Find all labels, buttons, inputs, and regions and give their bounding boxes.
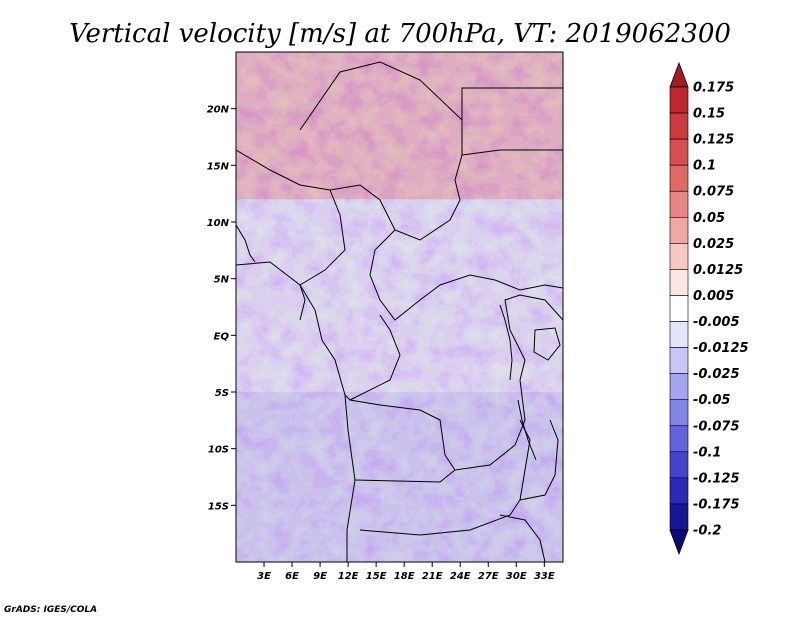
y-tick-label: EQ: [214, 331, 230, 342]
lake-outline: [517, 399, 537, 461]
border-line: [236, 149, 463, 241]
y-tick-label: 10N: [207, 218, 230, 229]
colorbar-label: 0.05: [693, 211, 725, 226]
x-tick-label: 12E: [338, 571, 359, 582]
x-tick-label: 3E: [257, 571, 271, 582]
x-axis: 3E 6E 9E 12E 15E 18E 21E 24E 27E 30E 33E: [257, 562, 555, 582]
colorbar-swatch: [669, 295, 689, 322]
colorbar-swatch: [669, 138, 689, 166]
coastline: [299, 284, 306, 321]
border-line: [461, 149, 563, 156]
border-line: [299, 189, 346, 286]
border-line: [359, 499, 521, 536]
colorbar-label: 0.075: [693, 185, 734, 200]
border-line: [504, 294, 526, 381]
colorbar: 0.175 0.15 0.125 0.1 0.075 0.05 0.025 0.0125 0.0…: [669, 61, 749, 556]
colorbar-swatch: [669, 451, 689, 479]
colorbar-swatch: [669, 243, 689, 270]
y-tick-label: 15N: [207, 161, 230, 172]
colorbar-label: -0.2: [693, 524, 721, 539]
colorbar-swatch: [669, 269, 689, 296]
border-line: [299, 61, 463, 155]
colorbar-label: 0.005: [693, 289, 734, 304]
colorbar-label: -0.075: [693, 419, 740, 434]
colorbar-swatch: [669, 503, 689, 531]
colorbar-label: 0.025: [693, 237, 734, 252]
colorbar-label: 0.125: [693, 133, 734, 148]
colorbar-label: -0.025: [693, 367, 740, 382]
colorbar-label: 0.175: [693, 81, 734, 96]
country-borders: [236, 61, 563, 562]
colorbar-swatch: [669, 425, 689, 453]
lake-outline: [499, 304, 513, 381]
colorbar-label: -0.0125: [693, 341, 749, 356]
coastline: [236, 224, 256, 263]
x-tick-label: 24E: [450, 571, 471, 582]
colorbar-swatch: [669, 321, 689, 348]
y-tick-label: 5S: [215, 388, 229, 399]
colorbar-swatch: [669, 112, 689, 140]
x-tick-label: 6E: [285, 571, 299, 582]
colorbar-swatch: [669, 86, 689, 114]
colorbar-label: -0.1: [693, 445, 721, 460]
x-tick-label: 15E: [366, 571, 387, 582]
colorbar-swatch: [669, 216, 689, 244]
colorbar-swatch: [669, 477, 689, 505]
colorbar-swatch: [669, 164, 689, 192]
x-tick-label: 21E: [422, 571, 443, 582]
colorbar-label: 0.0125: [693, 263, 743, 278]
border-line: [519, 294, 563, 321]
border-line: [349, 314, 401, 401]
colorbar-swatch: [669, 373, 689, 401]
border-line: [354, 469, 456, 483]
x-tick-label: 18E: [394, 571, 415, 582]
border-line: [499, 514, 546, 562]
x-tick-label: 33E: [534, 571, 555, 582]
x-tick-label: 9E: [313, 571, 327, 582]
colorbar-top-arrow: [669, 61, 689, 88]
plot-area: [236, 52, 563, 562]
colorbar-label: -0.005: [693, 315, 740, 330]
colorbar-label: 0.1: [693, 159, 716, 174]
colorbar-label: -0.125: [693, 471, 740, 486]
grads-credit: GrADS: IGES/COLA: [4, 605, 97, 615]
border-line: [236, 261, 316, 311]
colorbar-bottom-arrow: [669, 529, 689, 556]
border-line: [369, 229, 563, 321]
y-tick-label: 20N: [207, 105, 230, 116]
border-line: [461, 87, 563, 120]
y-tick-label: 10S: [208, 445, 229, 456]
colorbar-swatch: [669, 399, 689, 427]
x-tick-label: 30E: [506, 571, 527, 582]
colorbar-label: -0.175: [693, 497, 740, 512]
plot-frame: [235, 51, 564, 563]
colorbar-label: 0.15: [693, 107, 725, 122]
y-axis: 20N 15N 10N 5N EQ 5S 10S 15S: [207, 105, 236, 512]
colorbar-label: -0.05: [693, 393, 730, 408]
y-tick-label: 15S: [208, 501, 229, 512]
colorbar-swatch: [669, 190, 689, 218]
chart-title: Vertical velocity [m/s] at 700hPa, VT: 2…: [69, 19, 731, 49]
x-tick-label: 27E: [478, 571, 499, 582]
colorbar-swatch: [669, 347, 689, 374]
noise-texture: [236, 52, 563, 562]
border-line: [314, 309, 526, 471]
border-line: [519, 419, 559, 501]
lake-outline: [533, 327, 561, 361]
y-tick-label: 5N: [214, 275, 230, 286]
